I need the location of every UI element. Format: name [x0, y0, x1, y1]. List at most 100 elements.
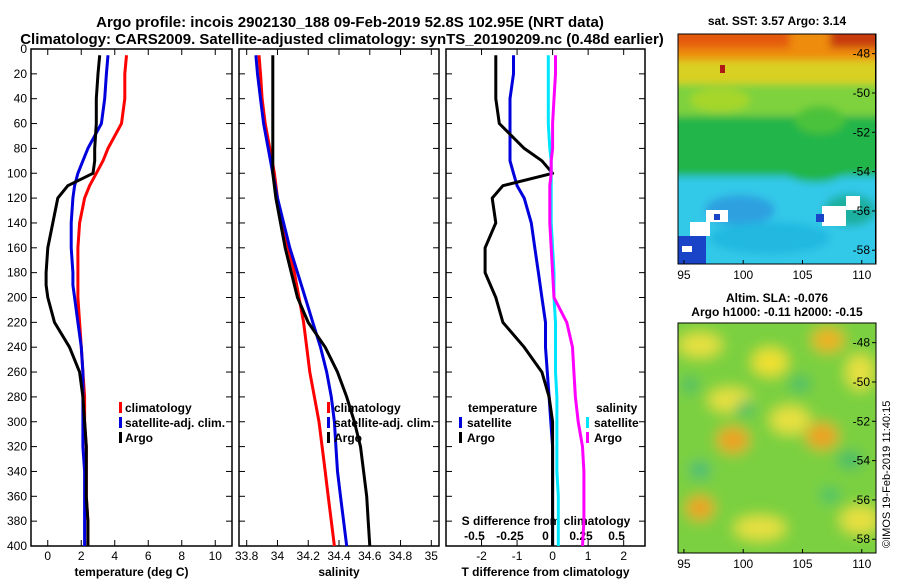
figure-title-line1: Argo profile: incois 2902130_188 09-Feb-… [96, 14, 604, 31]
lon-tick-label: 110 [852, 557, 871, 571]
x-tick-label: 34.6 [358, 549, 382, 563]
legend-swatch-satellite [327, 417, 330, 428]
x-tick-label: 2 [620, 549, 627, 563]
legend-swatch-argo [119, 432, 122, 443]
series-line-temperature-satellite [508, 55, 555, 546]
x-tick-label: 33.8 [235, 549, 259, 563]
depth-tick-label: 360 [7, 489, 27, 503]
depth-tick-label: 20 [14, 67, 28, 81]
x-tick-label: 35 [425, 549, 439, 563]
depth-tick-label: 400 [7, 539, 27, 553]
x-tick-label: -1 [512, 549, 523, 563]
lat-tick-label: -48 [853, 336, 871, 350]
x-axis-label: temperature (deg C) [74, 565, 188, 579]
depth-tick-label: 80 [14, 141, 28, 155]
difference-panel-frame [445, 48, 646, 547]
sla-map-image [678, 323, 876, 553]
legend-swatch-s-satellite [586, 417, 589, 428]
x-tick-label: 34.8 [389, 549, 413, 563]
temperature-legend: climatology satellite-adj. clim. Argo [119, 401, 225, 445]
legend-satellite: satellite-adj. clim. [334, 416, 434, 430]
legend-swatch-t-satellite [459, 417, 462, 428]
x-tick-label: 4 [111, 549, 118, 563]
lon-tick-label: 95 [677, 268, 691, 282]
series-line-argo [271, 55, 372, 547]
legend-swatch-argo [327, 432, 330, 443]
lon-tick-label: 100 [733, 268, 753, 282]
series-line-satellite-adj-clim- [254, 55, 349, 547]
x-tick-label: 10 [209, 549, 223, 563]
lat-tick-label: -58 [853, 243, 871, 257]
lat-tick-label: -56 [853, 493, 871, 507]
legend-s-argo: Argo [594, 431, 622, 445]
temperature-panel-frame [30, 48, 233, 547]
series-line-salinity-argo [548, 55, 586, 547]
sla-map-frame [677, 322, 877, 554]
legend-t-satellite: satellite [467, 416, 512, 430]
depth-tick-label: 160 [7, 241, 27, 255]
secondary-tick-label: 0.5 [608, 529, 625, 543]
depth-tick-label: 260 [7, 365, 27, 379]
depth-tick-label: 180 [7, 266, 27, 280]
lon-tick-label: 100 [733, 557, 753, 571]
depth-tick-label: 340 [7, 464, 27, 478]
lat-tick-label: -52 [853, 414, 871, 428]
legend-swatch-satellite [119, 417, 122, 428]
depth-tick-label: 240 [7, 340, 27, 354]
imos-credit: ©IMOS 19-Feb-2019 11:40:15 [881, 401, 893, 548]
x-axis-label: salinity [318, 565, 360, 579]
depth-tick-label: 60 [14, 117, 28, 131]
sla-map-axes: 95 100 105 110 -48 -50 -52 -54 -56 -58 [677, 336, 876, 571]
series-line-argo [44, 55, 102, 546]
depth-tick-label: 200 [7, 291, 27, 305]
depth-axis: 0 20 40 60 80 100 120 140 160 180 200 220 240 260 280 3… [7, 42, 27, 553]
legend-t-argo: Argo [467, 431, 495, 445]
legend-swatch-climatology [327, 402, 330, 413]
depth-tick-label: 0 [20, 42, 27, 56]
x-tick-label: 34.2 [297, 549, 321, 563]
figure-title-line2: Climatology: CARS2009. Satellite-adjuste… [20, 31, 664, 48]
legend-satellite: satellite-adj. clim. [125, 416, 225, 430]
x-tick-label: 0 [549, 549, 556, 563]
depth-tick-label: 220 [7, 315, 27, 329]
sla-map-subtitle: Argo h1000: -0.11 h2000: -0.15 [691, 305, 863, 319]
lat-tick-label: -58 [853, 532, 871, 546]
secondary-tick-label: -0.25 [496, 529, 524, 543]
lat-tick-label: -50 [853, 375, 871, 389]
difference-panel: -2 -1 0 1 2 T difference from climatology S di… [446, 48, 645, 579]
salinity-legend: climatology satellite-adj. clim. Argo [327, 401, 434, 445]
sla-map-title: Altim. SLA: -0.076 [726, 291, 828, 305]
secondary-tick-label: -0.5 [464, 529, 485, 543]
lat-tick-label: -54 [853, 165, 871, 179]
legend-s-satellite: satellite [594, 416, 639, 430]
depth-tick-label: 120 [7, 191, 27, 205]
lat-tick-label: -56 [853, 204, 871, 218]
legend-swatch-t-argo [459, 432, 462, 443]
sst-map-title: sat. SST: 3.57 Argo: 3.14 [708, 14, 847, 28]
secondary-tick-label: 0.25 [569, 529, 593, 543]
lon-tick-label: 105 [792, 268, 812, 282]
series-line-climatology [257, 55, 336, 547]
secondary-axis-label: S difference from climatology [462, 514, 631, 528]
depth-tick-label: 140 [7, 216, 27, 230]
depth-tick-label: 280 [7, 390, 27, 404]
lat-tick-label: -50 [853, 86, 871, 100]
x-tick-label: 6 [145, 549, 152, 563]
x-axis-label: T difference from climatology [461, 565, 629, 579]
sst-map-image [678, 34, 876, 264]
depth-tick-label: 40 [14, 92, 28, 106]
series-line-temperature-argo [483, 55, 555, 546]
legend-climatology: climatology [334, 401, 401, 415]
legend-climatology: climatology [125, 401, 192, 415]
x-tick-label: 2 [78, 549, 85, 563]
legend-argo: Argo [334, 431, 362, 445]
x-tick-label: -2 [476, 549, 487, 563]
x-tick-label: 0 [44, 549, 51, 563]
difference-legend: temperature satellite Argo salinity sate… [459, 401, 639, 445]
depth-tick-label: 380 [7, 514, 27, 528]
depth-tick-label: 320 [7, 440, 27, 454]
lat-tick-label: -52 [853, 125, 871, 139]
x-tick-label: 1 [585, 549, 592, 563]
